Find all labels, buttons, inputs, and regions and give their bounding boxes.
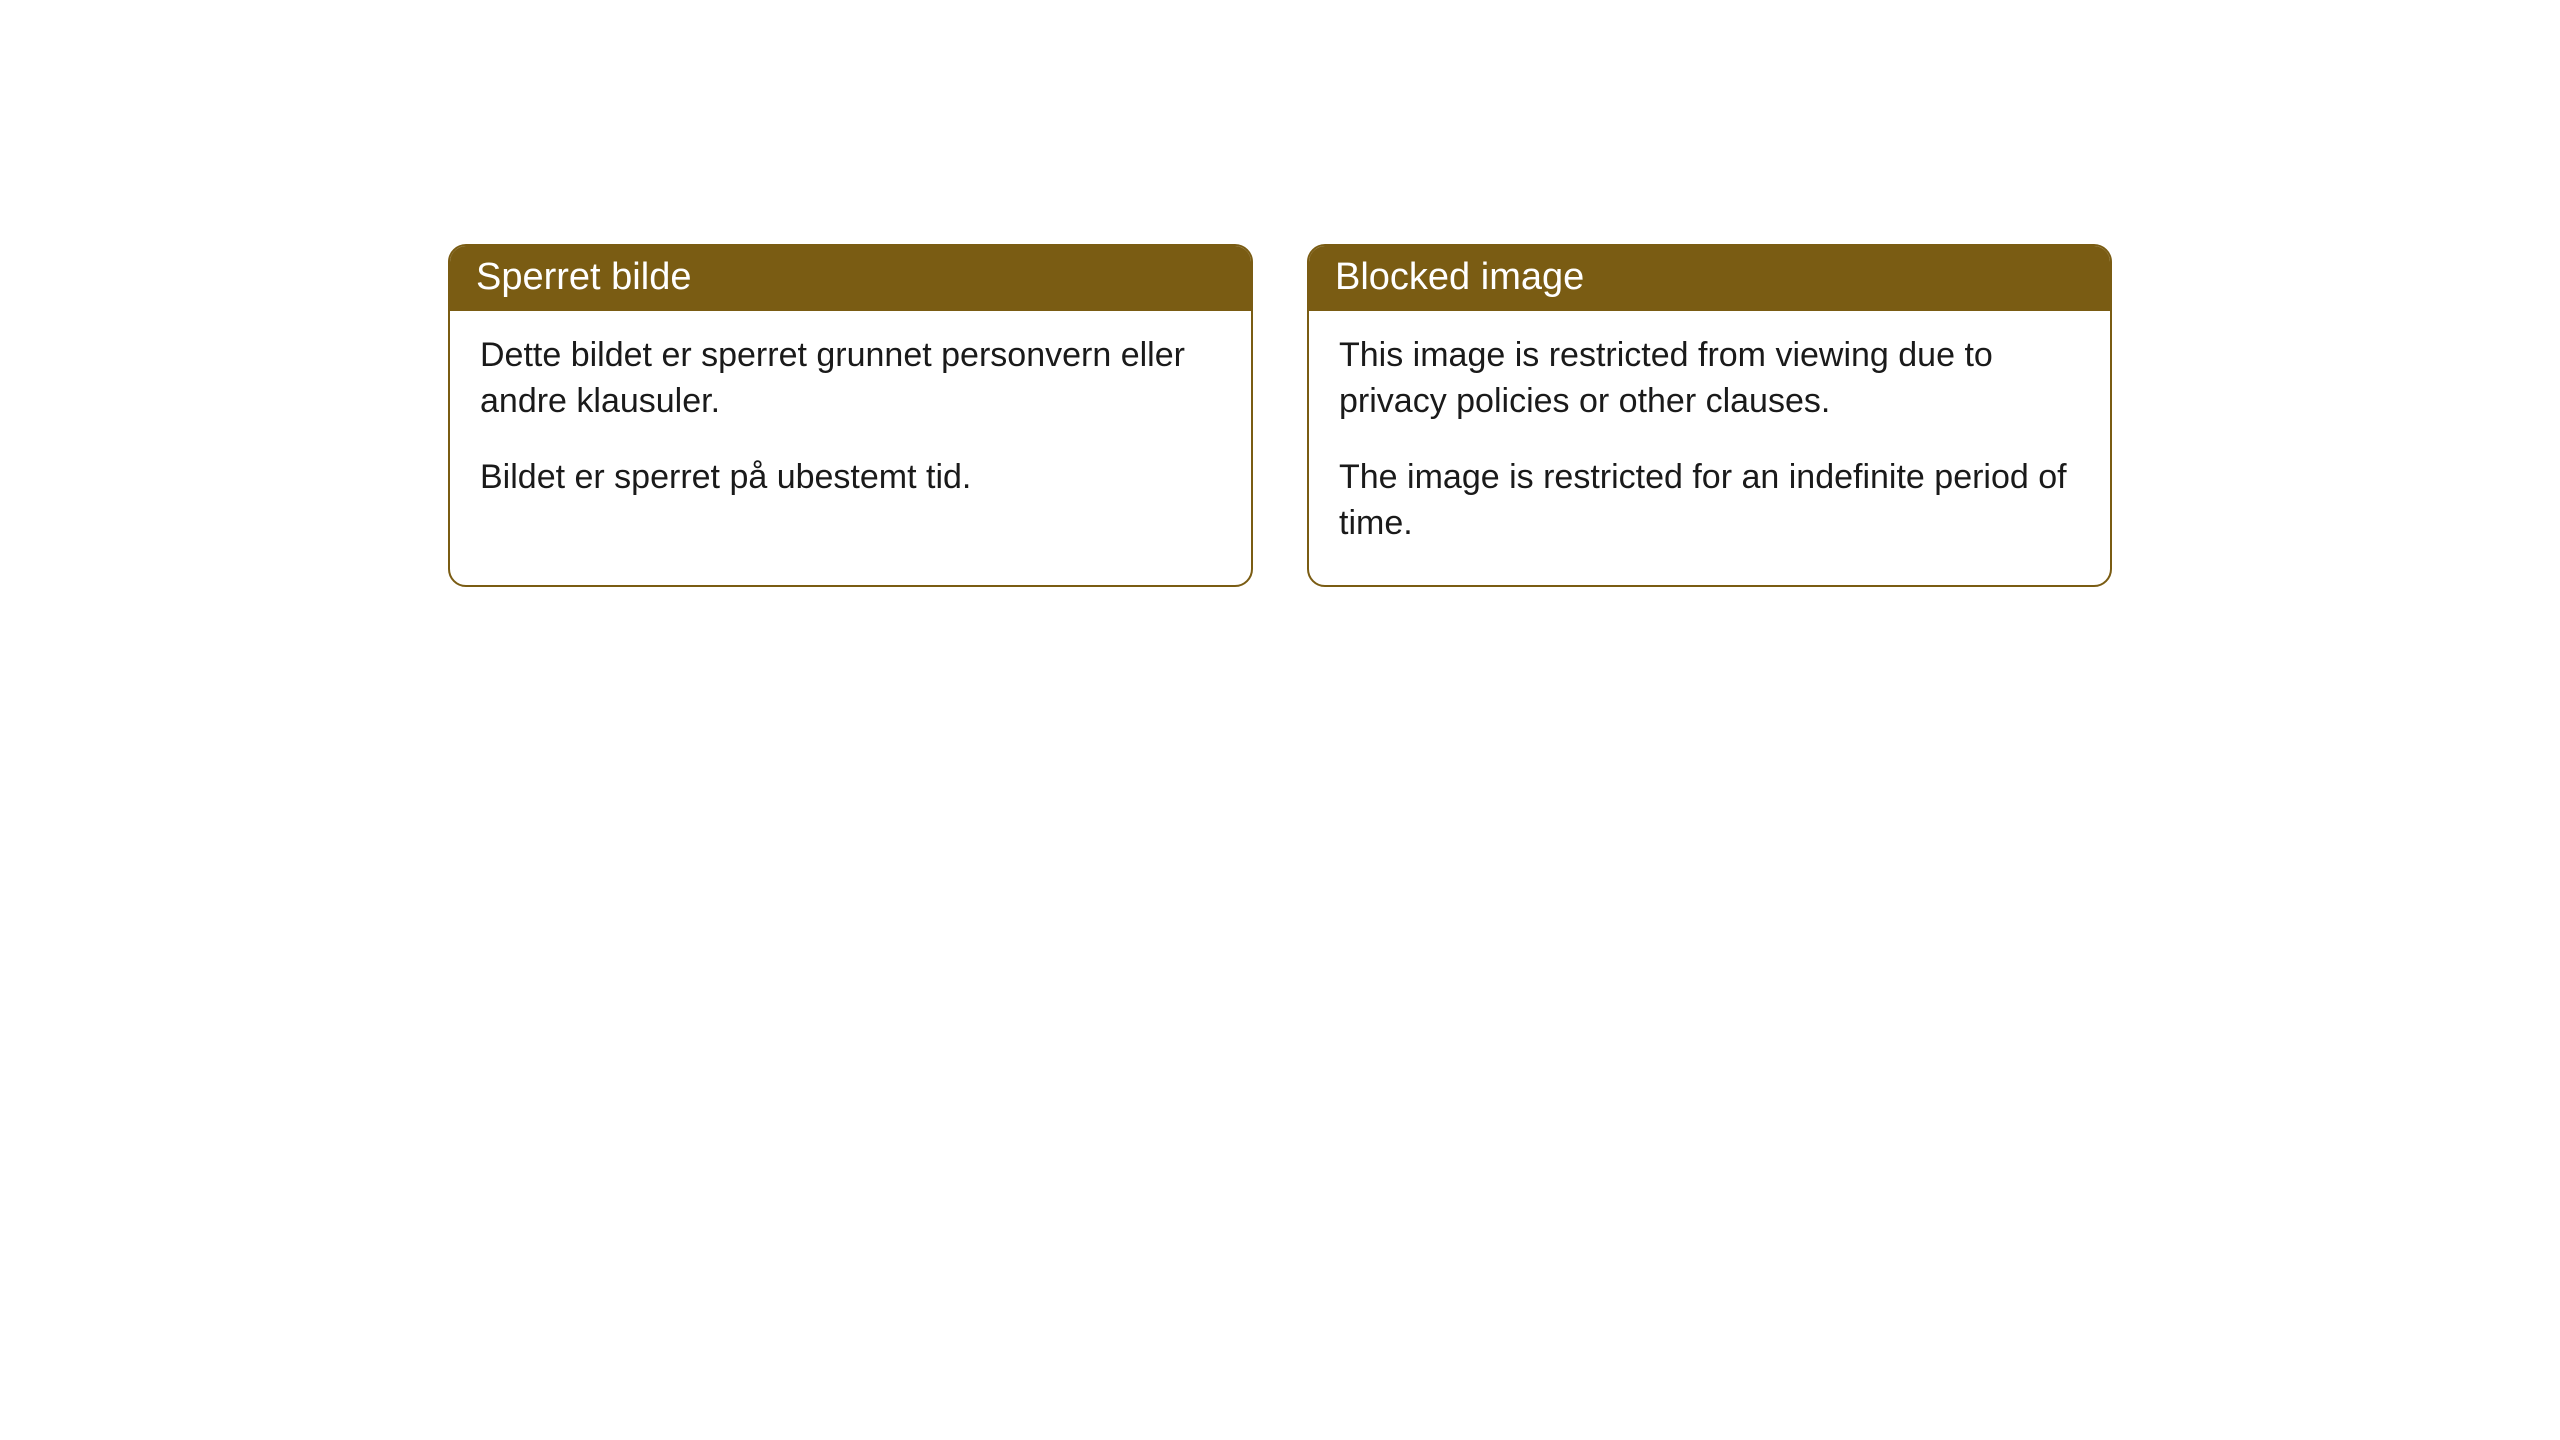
blocked-image-card-english: Blocked image This image is restricted f… — [1307, 244, 2112, 587]
card-paragraph-2: The image is restricted for an indefinit… — [1339, 455, 2080, 547]
card-title: Sperret bilde — [476, 256, 691, 298]
card-title: Blocked image — [1335, 256, 1584, 298]
card-paragraph-2: Bildet er sperret på ubestemt tid. — [480, 455, 1221, 501]
card-body: This image is restricted from viewing du… — [1309, 311, 2110, 585]
card-body: Dette bildet er sperret grunnet personve… — [450, 311, 1251, 539]
card-header: Sperret bilde — [450, 246, 1251, 311]
blocked-image-card-norwegian: Sperret bilde Dette bildet er sperret gr… — [448, 244, 1253, 587]
card-header: Blocked image — [1309, 246, 2110, 311]
card-paragraph-1: This image is restricted from viewing du… — [1339, 333, 2080, 425]
card-paragraph-1: Dette bildet er sperret grunnet personve… — [480, 333, 1221, 425]
card-container: Sperret bilde Dette bildet er sperret gr… — [448, 244, 2112, 587]
